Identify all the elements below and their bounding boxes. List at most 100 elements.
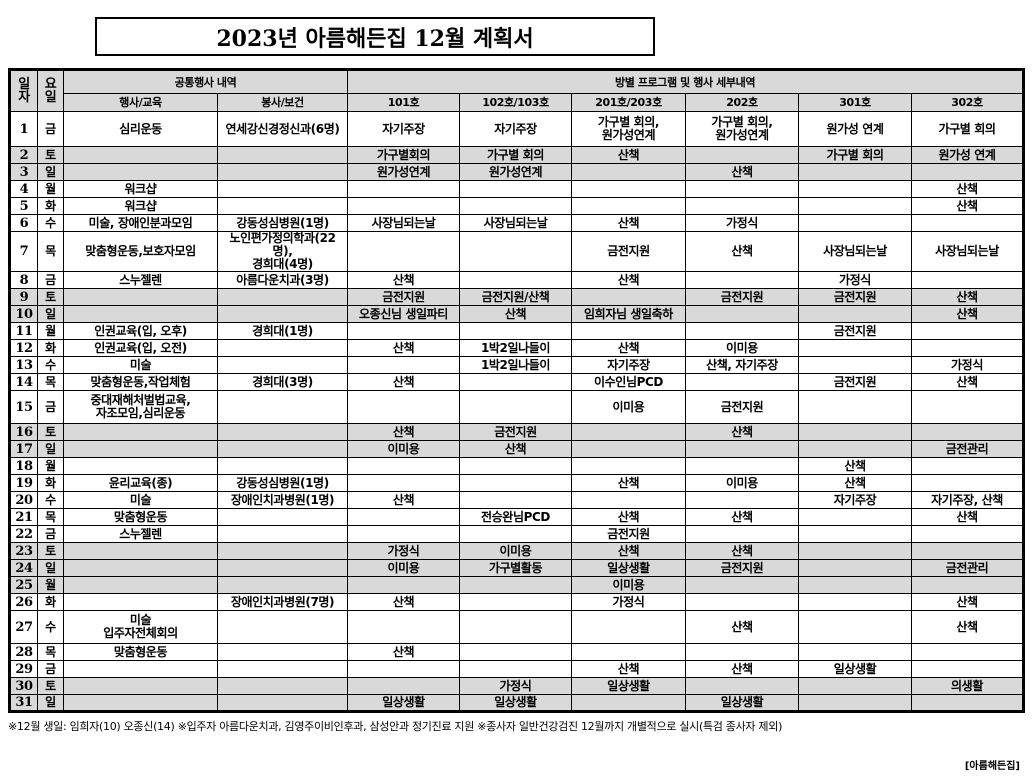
event-cell — [63, 146, 218, 164]
room-cell — [347, 390, 460, 424]
room-cell: 사장님되는날 — [347, 214, 460, 232]
table-row: 8 금 스누젤렌 아름다운치과(3명) 산책 산책 가정식 — [9, 271, 1025, 289]
dow-cell: 목 — [37, 643, 64, 661]
day-cell: 5 — [9, 197, 38, 215]
room-cell — [459, 576, 572, 594]
room-cell: 의생활 — [910, 677, 1025, 695]
room-cell — [798, 390, 912, 424]
room-cell: 가정식 — [571, 593, 686, 611]
room-cell — [347, 197, 460, 215]
day-cell: 16 — [9, 423, 38, 441]
room-cell: 1박2일나들이 — [459, 339, 572, 357]
room-cell — [459, 197, 572, 215]
room-cell — [571, 643, 686, 661]
table-row: 13 수 미술 1박2일나들이 자기주장 산책, 자기주장 가정식 — [9, 356, 1025, 374]
day-cell: 18 — [9, 457, 38, 475]
room-cell — [571, 491, 686, 509]
service-cell — [217, 559, 348, 577]
room-cell: 산책 — [910, 197, 1025, 215]
event-cell — [63, 305, 218, 323]
event-cell — [63, 288, 218, 306]
room-cell — [347, 322, 460, 340]
header-room-0: 101호 — [347, 93, 460, 112]
service-cell — [217, 305, 348, 323]
table-row: 15 금 중대재해처벌법교육, 자조모임,심리운동 이미용 금전지원 — [9, 390, 1025, 424]
room-cell — [910, 525, 1025, 543]
day-cell: 19 — [9, 474, 38, 492]
dow-cell: 금 — [37, 525, 64, 543]
room-cell: 오종신님 생일파티 — [347, 305, 460, 323]
dow-cell: 수 — [37, 214, 64, 232]
room-cell: 산책 — [910, 305, 1025, 323]
day-cell: 6 — [9, 214, 38, 232]
event-cell: 워크샵 — [63, 180, 218, 198]
table-row: 17 일 이미용 산책 금전관리 — [9, 440, 1025, 458]
table-row: 21 목 맞춤형운동 전승완님PCD 산책 산책 산책 — [9, 508, 1025, 526]
room-cell — [347, 660, 460, 678]
dow-cell: 일 — [37, 559, 64, 577]
header-event: 행사/교육 — [63, 93, 218, 112]
service-cell: 연세강신경정신과(6명) — [217, 111, 348, 147]
day-cell: 1 — [9, 111, 38, 147]
dow-cell: 화 — [37, 197, 64, 215]
room-cell: 전승완님PCD — [459, 508, 572, 526]
dow-cell: 수 — [37, 491, 64, 509]
day-cell: 15 — [9, 390, 38, 424]
header-day: 일 자 — [9, 69, 38, 112]
room-cell — [571, 322, 686, 340]
room-cell — [685, 457, 799, 475]
room-cell: 산책 — [910, 508, 1025, 526]
table-row: 26 화 장애인치과병원(7명) 산책 가정식 산책 — [9, 593, 1025, 611]
service-cell — [217, 525, 348, 543]
room-cell: 금전지원 — [459, 423, 572, 441]
service-cell — [217, 610, 348, 644]
room-cell: 가구별 회의 — [798, 146, 912, 164]
table-row: 28 목 맞춤형운동 산책 — [9, 643, 1025, 661]
room-cell — [798, 356, 912, 374]
room-cell — [910, 542, 1025, 560]
event-cell — [63, 559, 218, 577]
room-cell — [685, 373, 799, 391]
room-cell — [910, 576, 1025, 594]
event-cell: 심리운동 — [63, 111, 218, 147]
room-cell: 원가성 연계 — [910, 146, 1025, 164]
service-cell — [217, 339, 348, 357]
dow-cell: 금 — [37, 390, 64, 424]
table-row: 25 월 이미용 — [9, 576, 1025, 594]
room-cell — [459, 180, 572, 198]
room-cell — [459, 491, 572, 509]
room-cell: 금전지원/산책 — [459, 288, 572, 306]
room-cell: 가정식 — [910, 356, 1025, 374]
room-cell: 산책 — [798, 474, 912, 492]
event-cell: 맞춤형운동,보호자모임 — [63, 231, 218, 272]
room-cell: 금전지원 — [347, 288, 460, 306]
room-cell: 이미용 — [685, 339, 799, 357]
room-cell — [910, 423, 1025, 441]
event-cell: 미술 — [63, 356, 218, 374]
service-cell: 경희대(3명) — [217, 373, 348, 391]
service-cell — [217, 440, 348, 458]
table-row: 31 일 일상생활 일상생활 일상생활 — [9, 694, 1025, 712]
dow-cell: 화 — [37, 593, 64, 611]
table-row: 20 수 미술 장애인치과병원(1명) 산책 자기주장 자기주장, 산책 — [9, 491, 1025, 509]
table-row: 6 수 미술, 장애인분과모임 강동성심병원(1명) 사장님되는날 사장님되는날 산책 가정식 — [9, 214, 1025, 232]
table-row: 29 금 산책 산책 일상생활 — [9, 660, 1025, 678]
room-cell — [910, 322, 1025, 340]
room-cell: 산책 — [685, 231, 799, 272]
service-cell: 강동성심병원(1명) — [217, 474, 348, 492]
service-cell — [217, 197, 348, 215]
dow-cell: 월 — [37, 180, 64, 198]
room-cell — [685, 197, 799, 215]
room-cell — [685, 677, 799, 695]
dow-cell: 수 — [37, 610, 64, 644]
event-cell — [63, 694, 218, 712]
room-cell — [685, 593, 799, 611]
room-cell: 금전관리 — [910, 559, 1025, 577]
service-cell — [217, 660, 348, 678]
dow-cell: 일 — [37, 694, 64, 712]
day-cell: 11 — [9, 322, 38, 340]
room-cell — [798, 593, 912, 611]
room-cell — [910, 660, 1025, 678]
title-text: 2023년 아름해든집 12월 계획서 — [216, 25, 534, 52]
day-cell: 7 — [9, 231, 38, 272]
